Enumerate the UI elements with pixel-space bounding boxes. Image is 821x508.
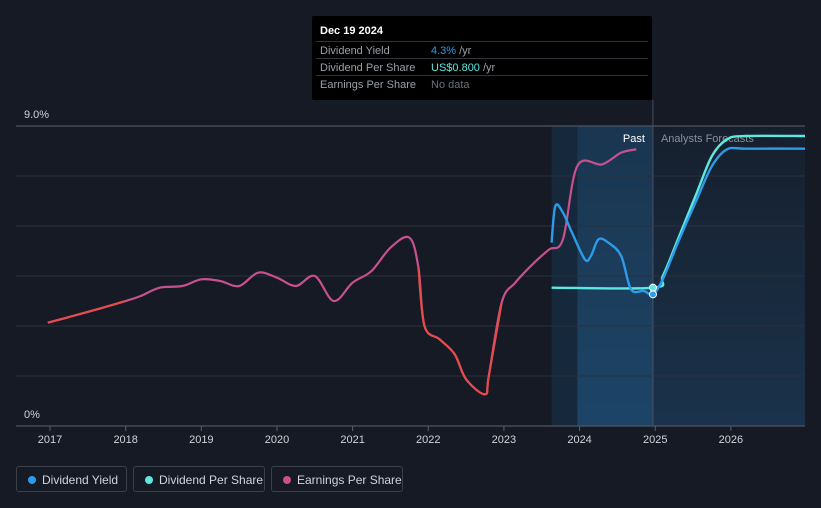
x-tick-label: 2026	[719, 434, 743, 446]
legend-dividend-per-share[interactable]: Dividend Per Share	[133, 466, 265, 492]
x-tick-label: 2019	[189, 434, 213, 446]
earnings-per-share-line-red-early	[47, 299, 126, 324]
legend-label: Dividend Per Share	[159, 473, 264, 487]
hover-marker	[648, 290, 657, 299]
legend-label: Dividend Yield	[42, 473, 119, 487]
legend-dividend-yield[interactable]: Dividend Yield	[16, 466, 127, 492]
x-tick-label: 2024	[567, 434, 591, 446]
tooltip-row-dividend-per-share: Dividend Per Share US$0.800/yr	[316, 58, 648, 77]
tooltip-label: Dividend Yield	[320, 45, 390, 57]
y-tick-label: 0%	[24, 409, 40, 421]
x-tick-label: 2018	[113, 434, 137, 446]
legend-dot-icon	[283, 476, 291, 484]
legend-dot-icon	[28, 476, 36, 484]
past-label: Past	[623, 133, 645, 145]
chart-tooltip: Dec 19 2024 Dividend Yield 4.3%/yr Divid…	[312, 16, 652, 100]
tooltip-row-earnings-per-share: Earnings Per Share No data	[316, 75, 648, 94]
y-tick-label: 9.0%	[24, 109, 49, 121]
earnings-per-share-line	[47, 148, 637, 396]
x-tick-label: 2022	[416, 434, 440, 446]
hover-marker	[648, 283, 657, 292]
tooltip-date: Dec 19 2024	[320, 25, 383, 37]
x-tick-label: 2020	[265, 434, 289, 446]
x-tick-label: 2025	[643, 434, 667, 446]
tooltip-label: Dividend Per Share	[320, 62, 416, 74]
tooltip-value: No data	[431, 79, 470, 91]
tooltip-row-dividend-yield: Dividend Yield 4.3%/yr	[316, 41, 648, 60]
x-tick-label: 2021	[340, 434, 364, 446]
legend-label: Earnings Per Share	[297, 473, 402, 487]
legend-dot-icon	[145, 476, 153, 484]
legend-earnings-per-share[interactable]: Earnings Per Share	[271, 466, 403, 492]
earnings-per-share-line-red-dip	[417, 267, 503, 396]
x-tick-label: 2023	[492, 434, 516, 446]
tooltip-value: US$0.800/yr	[431, 62, 496, 74]
tooltip-value: 4.3%/yr	[431, 45, 472, 57]
tooltip-label: Earnings Per Share	[320, 79, 416, 91]
x-tick-label: 2017	[38, 434, 62, 446]
dividend-yield-line	[550, 146, 806, 296]
forecast-label: Analysts Forecasts	[661, 133, 754, 145]
